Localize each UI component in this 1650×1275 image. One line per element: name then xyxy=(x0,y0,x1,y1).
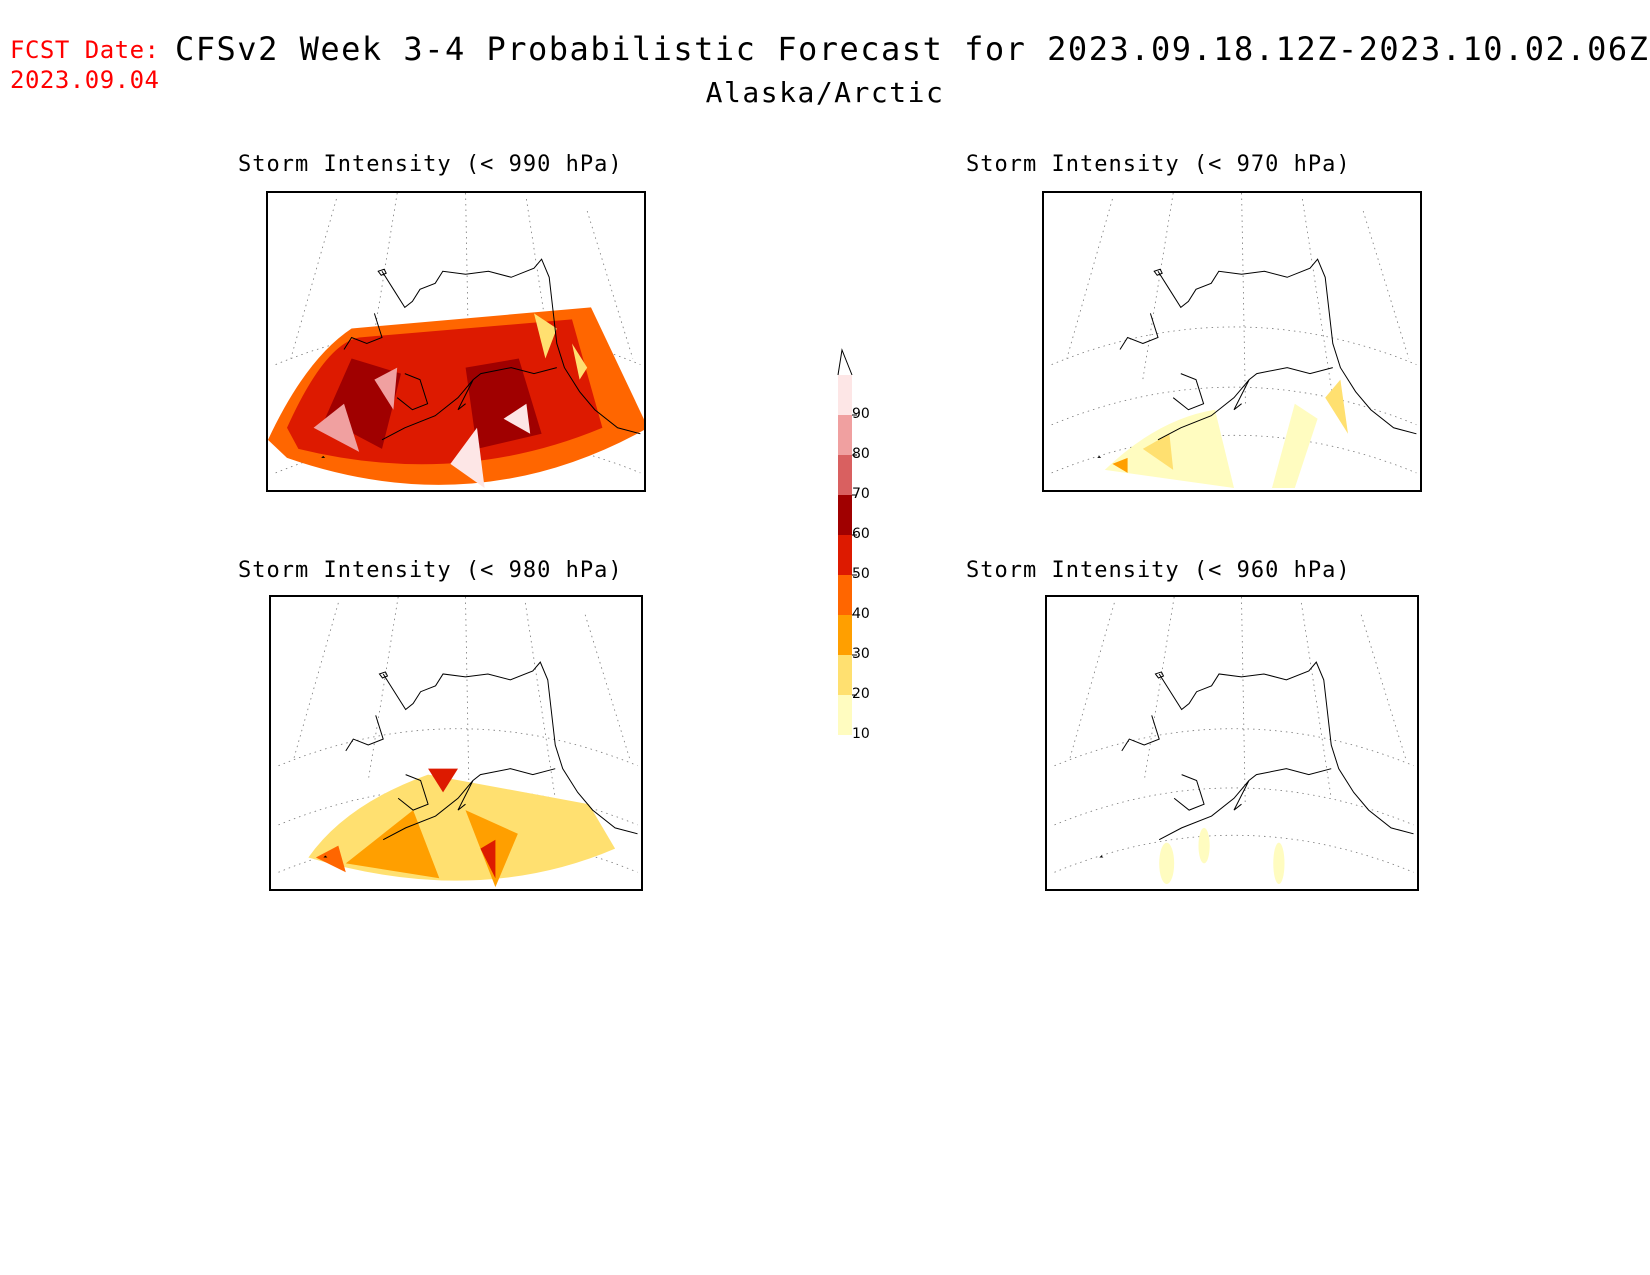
colorbar-top-cap xyxy=(837,348,853,376)
island xyxy=(323,855,328,858)
panel-title-970: Storm Intensity (< 970 hPa) xyxy=(966,152,1351,177)
coastline xyxy=(1119,258,1417,441)
colorbar-label: 80 xyxy=(852,446,870,462)
island xyxy=(1097,455,1102,458)
colorbar-swatch xyxy=(838,615,852,655)
panel-title-990: Storm Intensity (< 990 hPa) xyxy=(238,152,623,177)
forecast-date: 2023.09.04 xyxy=(10,66,160,94)
map-panel-990 xyxy=(266,191,646,492)
coastline xyxy=(1121,661,1414,841)
panel-title-960: Storm Intensity (< 960 hPa) xyxy=(966,558,1351,583)
probability-field xyxy=(268,307,644,488)
map-980-svg xyxy=(278,597,638,888)
colorbar xyxy=(837,348,857,735)
region-subtitle: Alaska/Arctic xyxy=(705,76,945,109)
forecast-date-label: FCST Date: xyxy=(10,36,160,64)
colorbar-swatch xyxy=(838,535,852,575)
map-970-svg xyxy=(1051,193,1417,488)
colorbar-swatch xyxy=(838,495,852,535)
island xyxy=(378,671,389,679)
colorbar-swatch xyxy=(838,455,852,495)
probability-field xyxy=(308,768,616,888)
island xyxy=(1153,268,1163,276)
map-panel-980 xyxy=(269,595,643,891)
colorbar-label: 40 xyxy=(852,606,870,622)
colorbar-swatch xyxy=(838,655,852,695)
probability-field xyxy=(1159,827,1285,885)
panel-title-980: Storm Intensity (< 980 hPa) xyxy=(238,558,623,583)
map-panel-970 xyxy=(1042,191,1422,492)
colorbar-swatch xyxy=(838,575,852,615)
colorbar-label: 10 xyxy=(852,726,870,742)
map-panel-960 xyxy=(1045,595,1419,891)
island xyxy=(377,268,387,276)
island xyxy=(1154,671,1165,679)
colorbar-label: 70 xyxy=(852,486,870,502)
colorbar-label: 60 xyxy=(852,526,870,542)
island xyxy=(321,455,326,458)
graticule xyxy=(1054,597,1414,873)
coastline xyxy=(343,258,641,441)
colorbar-label: 90 xyxy=(852,406,870,422)
map-960-svg xyxy=(1054,597,1414,885)
island xyxy=(1099,855,1104,858)
colorbar-label: 50 xyxy=(852,566,870,582)
colorbar-label: 20 xyxy=(852,686,870,702)
colorbar-swatch xyxy=(838,695,852,735)
probability-field xyxy=(1104,379,1348,488)
map-990-svg xyxy=(268,193,644,488)
coastline xyxy=(345,661,638,841)
page-title: CFSv2 Week 3-4 Probabilistic Forecast fo… xyxy=(175,30,1650,68)
colorbar-swatch xyxy=(838,415,852,455)
graticule xyxy=(1051,193,1417,474)
colorbar-label: 30 xyxy=(852,646,870,662)
colorbar-swatch xyxy=(838,375,852,415)
